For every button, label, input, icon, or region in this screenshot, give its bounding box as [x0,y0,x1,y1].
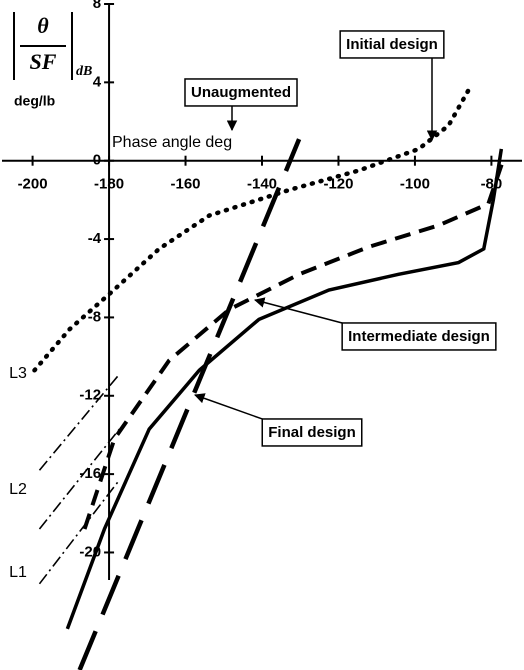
x-tick-label: -160 [171,176,201,193]
x-tick-label: -140 [247,176,277,193]
series-label: Initial design [346,36,438,53]
y-label-denominator: SF [30,49,57,74]
y-tick-label: -12 [79,387,101,404]
y-tick-label: 8 [93,0,101,12]
y-tick-label: 4 [93,73,102,90]
y-label: θ SF dB deg/lb [13,12,92,109]
leader [253,297,343,324]
series-label: Intermediate design [348,328,490,345]
x-tick-label: -180 [94,176,124,193]
series-line [38,479,121,585]
leader [194,393,263,420]
y-tick-label: 0 [93,152,101,169]
series-label: L2 [9,481,27,498]
x-tick-label: -200 [18,176,48,193]
y-tick-label: -16 [79,465,101,482]
series-label: L3 [9,365,27,382]
series-line [38,373,120,471]
series-label: L1 [9,564,27,581]
label-box [184,78,298,107]
y-label-units: deg/lb [14,93,55,109]
series-line [82,159,506,530]
series-line [65,148,504,630]
x-label: Phase angle deg [112,134,232,151]
series-label: Final design [268,424,356,441]
y-tick-label: -4 [88,230,102,247]
series-line [32,87,471,373]
series-label: Unaugmented [191,84,291,101]
y-label-subscript: dB [76,64,92,79]
label-box [261,418,363,447]
y-label-numerator: θ [37,13,49,38]
label-box [341,322,497,351]
label-box [339,30,445,59]
series-line [77,138,302,670]
x-tick-label: -100 [400,176,430,193]
